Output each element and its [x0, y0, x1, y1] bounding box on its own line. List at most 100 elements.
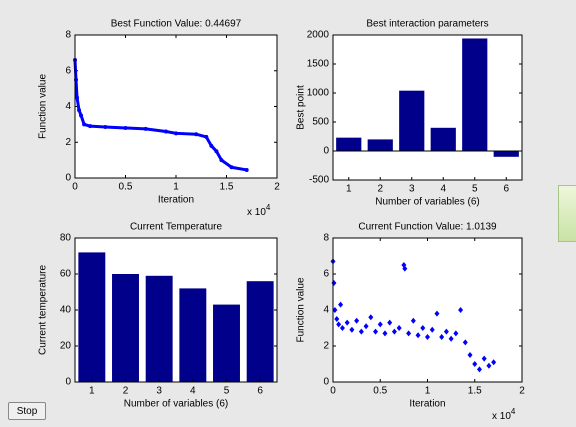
y-tick-label: 4	[65, 101, 71, 112]
x-tick-label: 5	[224, 386, 230, 397]
point	[373, 328, 379, 335]
point	[219, 158, 224, 163]
point	[194, 132, 199, 137]
bar	[493, 151, 519, 157]
point	[434, 310, 440, 317]
x-exponent: x 104	[247, 203, 271, 218]
point	[204, 134, 209, 139]
plot-area	[75, 35, 277, 178]
y-tick-label: 6	[323, 269, 329, 280]
y-axis-label: Function value	[38, 74, 49, 139]
point	[491, 359, 497, 366]
point	[402, 265, 408, 272]
y-tick-label: 4	[323, 305, 329, 316]
x-tick-label: 1.5	[220, 182, 234, 193]
point	[439, 334, 445, 340]
point	[443, 328, 449, 335]
point	[476, 366, 482, 373]
bar	[430, 127, 456, 151]
x-tick-label: 1	[425, 386, 431, 397]
plot-area	[333, 35, 522, 180]
point	[88, 124, 93, 129]
exponent-power: 4	[511, 407, 516, 416]
bar	[462, 38, 488, 152]
bar	[367, 139, 393, 151]
y-tick-label: 40	[60, 305, 72, 316]
point	[334, 316, 340, 322]
x-tick-label: 0.5	[373, 386, 387, 397]
x-tick-label: 1	[346, 184, 352, 195]
y-axis-label: Current temperature	[38, 265, 49, 355]
x-axis-label: Iteration	[158, 195, 194, 206]
exponent-power: 4	[266, 203, 271, 212]
y-tick-label: 0	[323, 146, 329, 157]
x-tick-label: 6	[503, 184, 509, 195]
point	[420, 325, 426, 331]
point	[214, 149, 219, 154]
point	[462, 339, 468, 346]
bar	[399, 90, 425, 151]
point	[382, 330, 388, 337]
point	[209, 143, 214, 148]
point	[458, 307, 464, 313]
y-tick-label: 80	[60, 233, 72, 244]
point	[163, 129, 168, 134]
point	[103, 125, 108, 130]
x-tick-label: 3	[156, 386, 162, 397]
chart-title: Best interaction parameters	[366, 19, 488, 30]
y-tick-label: 0	[65, 377, 71, 388]
point	[336, 321, 342, 328]
point	[358, 328, 364, 335]
y-tick-label: 6	[65, 65, 71, 76]
y-tick-label: 1500	[307, 59, 330, 70]
point	[448, 335, 454, 342]
chart-title: Current Temperature	[130, 222, 223, 233]
x-tick-label: 0	[330, 386, 336, 397]
plot-area	[333, 238, 522, 382]
bar	[336, 137, 362, 151]
x-tick-label: 1	[173, 182, 179, 193]
y-axis-label: Best point	[296, 85, 307, 130]
point	[429, 326, 435, 333]
chart-title: Best Function Value: 0.44697	[111, 19, 242, 30]
x-axis-label: Number of variables (6)	[124, 399, 228, 410]
y-tick-label: 2000	[307, 30, 330, 41]
point	[410, 317, 416, 324]
bar	[78, 252, 106, 382]
axes-frame	[74, 237, 278, 383]
point	[486, 362, 492, 369]
x-tick-label: 0	[72, 182, 78, 193]
stop-button[interactable]: Stop	[8, 402, 46, 420]
point	[344, 319, 350, 326]
point	[377, 321, 383, 328]
y-tick-label: 8	[65, 30, 71, 41]
point	[123, 125, 128, 130]
x-axis-label: Number of variables (6)	[375, 197, 479, 208]
y-tick-label: 8	[323, 233, 329, 244]
axes-frame	[74, 34, 278, 179]
point	[338, 301, 344, 308]
chart-title: Current Function Value: 1.0139	[358, 222, 497, 233]
point	[354, 317, 360, 324]
x-tick-label: 2	[123, 386, 129, 397]
bar	[112, 274, 139, 382]
point	[143, 126, 148, 131]
x-tick-label: 5	[472, 184, 478, 195]
axes-frame	[332, 34, 523, 181]
point	[406, 330, 412, 337]
point	[453, 330, 459, 337]
point	[75, 95, 80, 100]
bar	[246, 281, 274, 382]
point	[82, 122, 87, 127]
point	[391, 328, 397, 335]
point	[387, 319, 393, 326]
side-panel	[558, 185, 576, 242]
point	[349, 326, 355, 333]
point	[425, 334, 430, 340]
y-axis-label: Function value	[296, 277, 307, 342]
y-tick-label: 500	[312, 117, 329, 128]
x-exponent: x 104	[492, 407, 516, 422]
x-tick-label: 6	[257, 386, 263, 397]
